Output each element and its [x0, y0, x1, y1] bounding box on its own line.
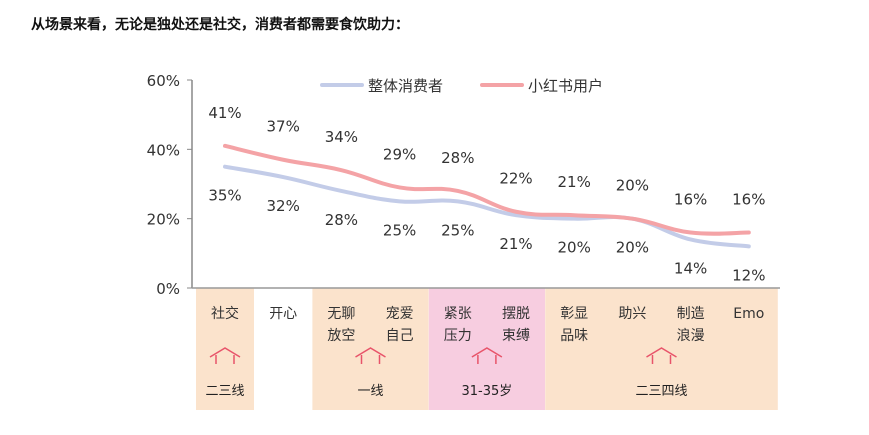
data-label: 12% [732, 266, 765, 284]
data-label: 35% [208, 187, 241, 205]
group-box [312, 288, 429, 410]
up-arrow-icon [209, 347, 241, 364]
category-label: 摆脱 [502, 306, 530, 322]
group-label: 二三四线 [635, 384, 687, 399]
group-label: 二三线 [205, 384, 244, 399]
category-label: 无聊 [327, 306, 355, 322]
data-label: 21% [558, 173, 591, 191]
category-label: 宠爱 [386, 306, 414, 322]
y-tick-label: 0% [156, 280, 180, 298]
data-label: 22% [499, 170, 532, 188]
category-label: 压力 [444, 328, 472, 344]
group-label: 31-35岁 [462, 384, 513, 399]
category-label: 开心 [269, 306, 297, 322]
group-box [545, 288, 778, 410]
group-box [196, 288, 254, 410]
series-line-2 [223, 143, 751, 236]
legend-label: 整体消费者 [368, 77, 443, 95]
data-label: 41% [208, 104, 241, 122]
data-label: 20% [558, 239, 591, 257]
category-label: 制造 [677, 306, 705, 322]
category-label: 束缚 [502, 327, 530, 344]
category-label: 放空 [327, 328, 355, 344]
y-tick-label: 60% [147, 72, 180, 90]
group-label: 一线 [357, 384, 383, 399]
data-label: 34% [325, 128, 358, 146]
category-label: 浪漫 [677, 328, 705, 344]
category-label: 助兴 [618, 306, 646, 322]
data-label: 29% [383, 145, 416, 163]
data-label: 20% [616, 177, 649, 195]
data-label: 16% [674, 191, 707, 209]
y-tick-label: 40% [147, 141, 180, 159]
category-label: 自己 [386, 328, 414, 344]
data-label: 32% [267, 197, 300, 215]
group-box [428, 288, 545, 410]
up-arrow-icon [355, 347, 386, 364]
up-arrow-icon [471, 347, 503, 364]
data-label: 28% [441, 149, 474, 167]
data-label: 21% [499, 235, 532, 253]
legend-label: 小红书用户 [528, 77, 603, 95]
data-label: 25% [441, 221, 474, 239]
data-label: 14% [674, 259, 707, 277]
series-line-1 [223, 164, 751, 249]
page-title: 从场景来看，无论是独处还是社交，消费者都需要食饮助力： [31, 17, 409, 33]
category-label: 彰显 [560, 305, 588, 322]
data-label: 37% [267, 118, 300, 136]
data-label: 20% [616, 239, 649, 257]
y-tick-label: 20% [147, 211, 180, 229]
category-label: 社交 [211, 305, 239, 322]
category-label: 品味 [560, 328, 588, 344]
up-arrow-icon [646, 347, 677, 364]
data-label: 16% [732, 191, 765, 209]
category-label: 紧张 [444, 306, 472, 322]
data-label: 28% [325, 211, 358, 229]
data-label: 25% [383, 221, 416, 239]
category-label: Emo [733, 306, 764, 322]
